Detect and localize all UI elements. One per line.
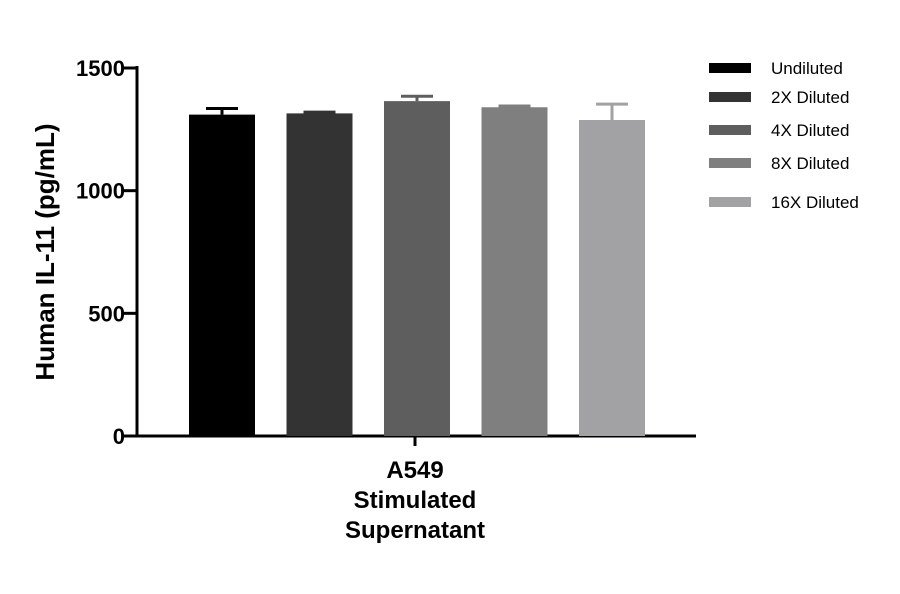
y-axis-title: Human IL-11 (pg/mL) (30, 123, 60, 380)
legend-label: 16X Diluted (771, 193, 859, 212)
legend-label: 8X Diluted (771, 154, 849, 173)
legend-swatch (709, 158, 751, 168)
bar (286, 113, 353, 437)
bar (384, 101, 450, 437)
bar (579, 120, 645, 436)
legend-label: 2X Diluted (771, 88, 849, 107)
y-tick-label: 0 (113, 424, 125, 449)
y-tick-label: 1000 (76, 179, 125, 204)
legend-label: 4X Diluted (771, 121, 849, 140)
bar (481, 107, 548, 437)
x-category-label-line: A549 (386, 457, 443, 484)
y-ticks: 0 500 1000 1500 (76, 56, 137, 449)
legend-swatch (709, 125, 751, 135)
legend-swatch (709, 92, 751, 102)
bars (189, 94, 645, 437)
legend-label: Undiluted (771, 59, 843, 78)
x-category-label-line: Supernatant (345, 517, 485, 544)
x-category-label: A549 Stimulated Supernatant (345, 457, 485, 544)
legend-swatch (709, 63, 751, 73)
y-tick-label: 1500 (76, 56, 125, 81)
y-tick-label: 500 (88, 301, 125, 326)
x-category-label-line: Stimulated (354, 487, 477, 514)
bar (189, 114, 255, 436)
legend: Undiluted 2X Diluted 4X Diluted 8X Diluted 1… (709, 59, 859, 212)
legend-swatch (709, 197, 751, 207)
